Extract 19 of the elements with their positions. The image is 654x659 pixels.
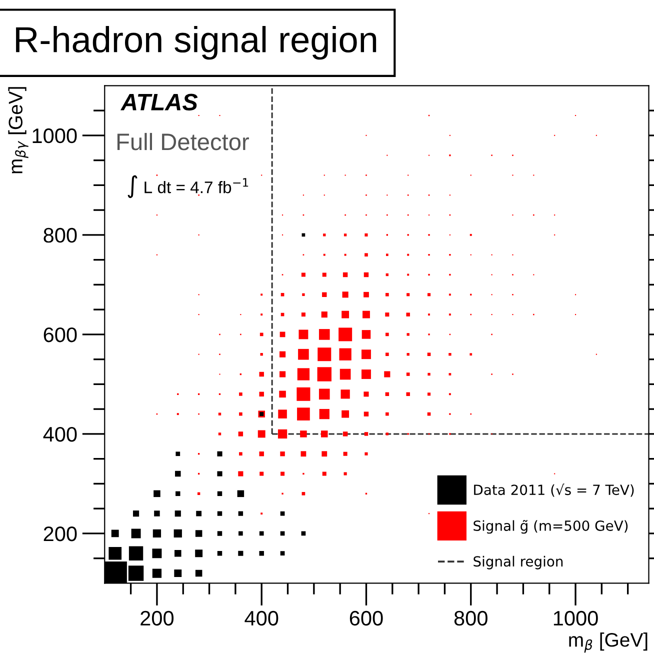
annotation: Full Detector [117,132,249,150]
legend-label: Data 2011 (√s = 7 TeV) [474,484,634,497]
chart-title: R-hadron signal region [16,26,376,60]
x-axis-title: m$_{β}$ [GeV] [569,632,648,653]
x-tick-label: 600 [350,610,383,626]
y-tick-label: 800 [44,228,77,243]
y-tick-label: 400 [43,426,77,442]
x-tick-label: 800 [454,610,488,626]
y-axis-title: m$_{βγ}$ [GeV] [8,87,28,174]
legend-label: Signal g̃ (m=500 GeV) [474,520,628,534]
x-tick-label: 400 [244,610,278,626]
y-tick-label: 200 [44,526,77,542]
y-tick-label: 600 [44,327,77,342]
x-tick-label: 200 [140,610,174,626]
x-tick-label: 1000 [554,610,598,626]
y-tick-label: 1000 [32,128,77,144]
annotation: ∫ L dt = 4.7 fb$^{−1}$ [128,175,248,198]
legend-label: Signal region [474,556,563,570]
annotation: ATLAS [120,94,198,110]
